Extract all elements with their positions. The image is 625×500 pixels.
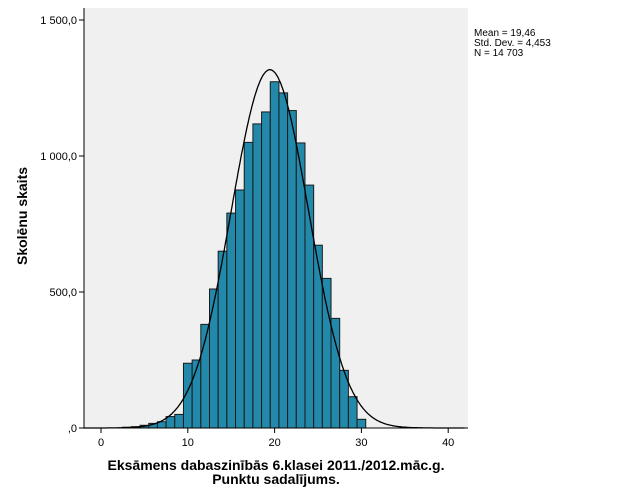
histogram-bar [261, 111, 271, 429]
histogram-bar [226, 212, 237, 429]
histogram-bar [165, 416, 176, 429]
normal-curve [83, 69, 465, 429]
histogram-bar [347, 396, 358, 429]
x-tick-label: 0 [98, 437, 104, 449]
y-tick-label: ,0 [68, 423, 77, 435]
histogram-bar [243, 141, 254, 429]
histogram-bar [209, 288, 219, 429]
histogram-bar [278, 92, 289, 429]
legend-mean: Mean = 19,46 [474, 28, 536, 39]
y-axis-title: Skolēnu skaits [14, 167, 30, 265]
x-tick-label: 10 [182, 437, 194, 449]
y-tick-label: 1 000,0 [40, 151, 77, 163]
histogram-bar [330, 317, 341, 429]
histogram-bar [269, 81, 280, 429]
y-tick-label: 1 500,0 [40, 15, 77, 27]
histogram-bar [313, 244, 323, 429]
x-axis-title-line2: Punktu sadalījums. [212, 471, 340, 487]
histogram-bar [174, 413, 184, 429]
histogram-bar [321, 277, 332, 429]
legend-n: N = 14 703 [474, 48, 524, 59]
histogram-bar [287, 110, 297, 429]
histogram-bar [235, 189, 245, 429]
x-tick-label: 40 [442, 437, 454, 449]
histogram-bar [356, 418, 367, 429]
legend-std: Std. Dev. = 4,453 [474, 38, 551, 49]
x-tick-label: 20 [268, 437, 280, 449]
x-axis-title: Eksāmens dabaszinībās 6.klasei 2011./201… [108, 457, 445, 473]
histogram-bar [304, 184, 315, 429]
y-tick-label: 500,0 [49, 287, 77, 299]
histogram-bar [252, 123, 263, 429]
x-tick-label: 30 [355, 437, 367, 449]
